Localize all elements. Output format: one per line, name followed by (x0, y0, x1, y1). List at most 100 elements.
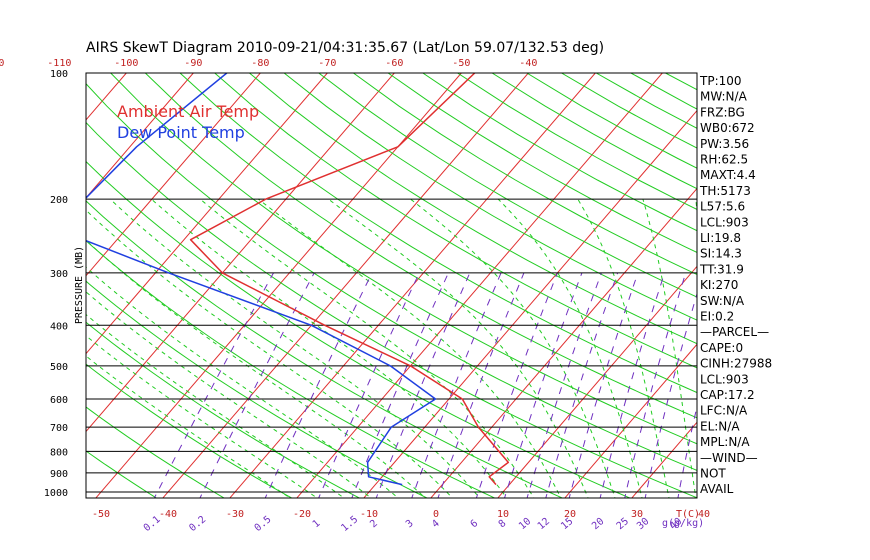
isotherm-line (363, 109, 697, 498)
temp-tick-top: -110 (47, 58, 71, 69)
stability-index-label: NOT (700, 467, 726, 481)
temp-tick-bottom: 0 (433, 509, 439, 520)
moist-adiabat-line (86, 209, 454, 498)
temp-tick-bottom: 30 (631, 509, 643, 520)
pressure-tick-label: 400 (50, 321, 68, 332)
stability-index-label: TH:5173 (699, 184, 751, 198)
stability-index-label: FRZ:BG (700, 105, 745, 119)
temp-tick-bottom: -40 (159, 509, 177, 520)
mixing-ratio-line (318, 272, 420, 498)
moist-adiabat-line (86, 266, 399, 498)
dry-adiabat-line (144, 73, 697, 419)
pressure-tick-label: 100 (50, 69, 68, 80)
stability-index-label: TP:100 (699, 74, 742, 88)
mixing-ratio-tick-label: 6 (469, 518, 481, 530)
chart-title: AIRS SkewT Diagram 2010-09-21/04:31:35.6… (86, 40, 604, 56)
isotherm-line (229, 73, 596, 498)
mixing-ratio-line (504, 272, 583, 498)
temp-tick-top: -80 (251, 58, 269, 69)
stability-index-label: EL:N/A (700, 419, 740, 433)
temperature-profile-line (189, 73, 510, 486)
mixing-ratio-line (644, 292, 697, 498)
dry-adiabat-line (770, 73, 870, 503)
y-axis-label: PRESSURE (MB) (74, 246, 85, 324)
temp-tick-top: -120 (0, 58, 4, 69)
legend-entry: Ambient Air Temp (117, 102, 259, 121)
dry-adiabat-line (86, 83, 697, 471)
pressure-tick-label: 200 (50, 195, 68, 206)
temp-tick-top: -100 (114, 58, 138, 69)
stability-index-label: LCL:903 (700, 372, 749, 386)
isotherm-line (762, 73, 870, 503)
mixing-ratio-line (351, 272, 449, 498)
dry-adiabat-line (387, 73, 697, 253)
stability-index-label: SW:N/A (700, 294, 745, 308)
dry-adiabat-line (283, 73, 697, 321)
dry-adiabat-line (422, 73, 697, 232)
pressure-tick-label: 600 (50, 395, 68, 406)
mixing-ratio-line (375, 272, 471, 498)
legend-entry: Dew Point Temp (117, 123, 245, 142)
temp-tick-top: -50 (452, 58, 470, 69)
mixing-ratio-tick-label: 0.2 (187, 514, 208, 534)
stability-index-label: RH:62.5 (700, 153, 748, 167)
temp-tick-bottom: -20 (293, 509, 311, 520)
moist-adiabat-line (497, 198, 643, 498)
stability-index-label: CAPE:0 (700, 341, 743, 355)
mixing-ratio-line (599, 272, 666, 498)
mixing-ratio-line (411, 272, 502, 498)
pressure-tick-label: 1000 (44, 488, 68, 499)
mixing-ratio-tick-label: 1.5 (339, 514, 360, 534)
isotherm-line (162, 73, 529, 498)
dry-adiabat-line (249, 73, 697, 345)
dry-adiabat-line (457, 73, 697, 211)
temp-tick-bottom: -10 (360, 509, 378, 520)
pressure-tick-label: 800 (50, 447, 68, 458)
mixing-ratio-line (264, 272, 373, 498)
dry-adiabat-line (630, 73, 697, 110)
moist-adiabat-line (151, 198, 508, 498)
stability-index-label: WB0:672 (700, 121, 755, 135)
mixing-ratio-tick-label: 8 (497, 518, 509, 530)
dry-adiabat-line (665, 73, 697, 91)
moist-adiabat-line (86, 335, 318, 498)
isotherm-line (0, 73, 59, 503)
temp-unit-label: T(C) (676, 509, 700, 520)
stability-index-label: —WIND— (700, 451, 758, 465)
mixing-ratio-line (475, 272, 558, 498)
isotherm-line (829, 73, 870, 503)
dry-adiabat-line (353, 73, 697, 276)
temp-tick-bottom: -50 (92, 509, 110, 520)
stability-index-label: CAP:17.2 (700, 388, 755, 402)
mixing-ratio-tick-label: 12 (536, 516, 552, 532)
stability-index-label: PW:3.56 (700, 137, 749, 151)
dry-adiabat-line (86, 160, 632, 498)
stability-index-label: CINH:27988 (700, 357, 772, 371)
moist-adiabat-line (577, 198, 670, 498)
mixing-ratio-line (437, 272, 525, 498)
dry-adiabat-line (179, 73, 697, 394)
dewpoint-profile-line (86, 73, 437, 486)
pressure-tick-label: 700 (50, 423, 68, 434)
dry-adiabat-line (110, 73, 697, 445)
stability-index-label: MAXT:4.4 (700, 168, 756, 182)
stability-index-label: TT:31.9 (699, 262, 744, 276)
temp-tick-bottom: 20 (564, 509, 576, 520)
moist-adiabat-line (642, 198, 697, 498)
temp-tick-bottom: 10 (497, 509, 509, 520)
mixing-ratio-line (624, 272, 687, 498)
moist-adiabat-line (328, 198, 589, 498)
moist-adiabat-line (410, 198, 616, 498)
isotherm-line (430, 187, 697, 498)
mixing-ratio-tick-label: 3 (404, 518, 416, 530)
stability-index-label: MW:N/A (700, 90, 748, 104)
stability-index-label: MPL:N/A (700, 435, 750, 449)
mixing-ratio-tick-label: 1 (311, 518, 323, 530)
stability-index-label: EI:0.2 (700, 310, 734, 324)
isotherm-line (86, 73, 194, 199)
temp-tick-bottom: 40 (698, 509, 710, 520)
temp-tick-top: -60 (385, 58, 403, 69)
stability-index-label: AVAIL (700, 482, 734, 496)
dry-adiabat-line (318, 73, 697, 298)
mixing-ratio-line (526, 272, 602, 498)
